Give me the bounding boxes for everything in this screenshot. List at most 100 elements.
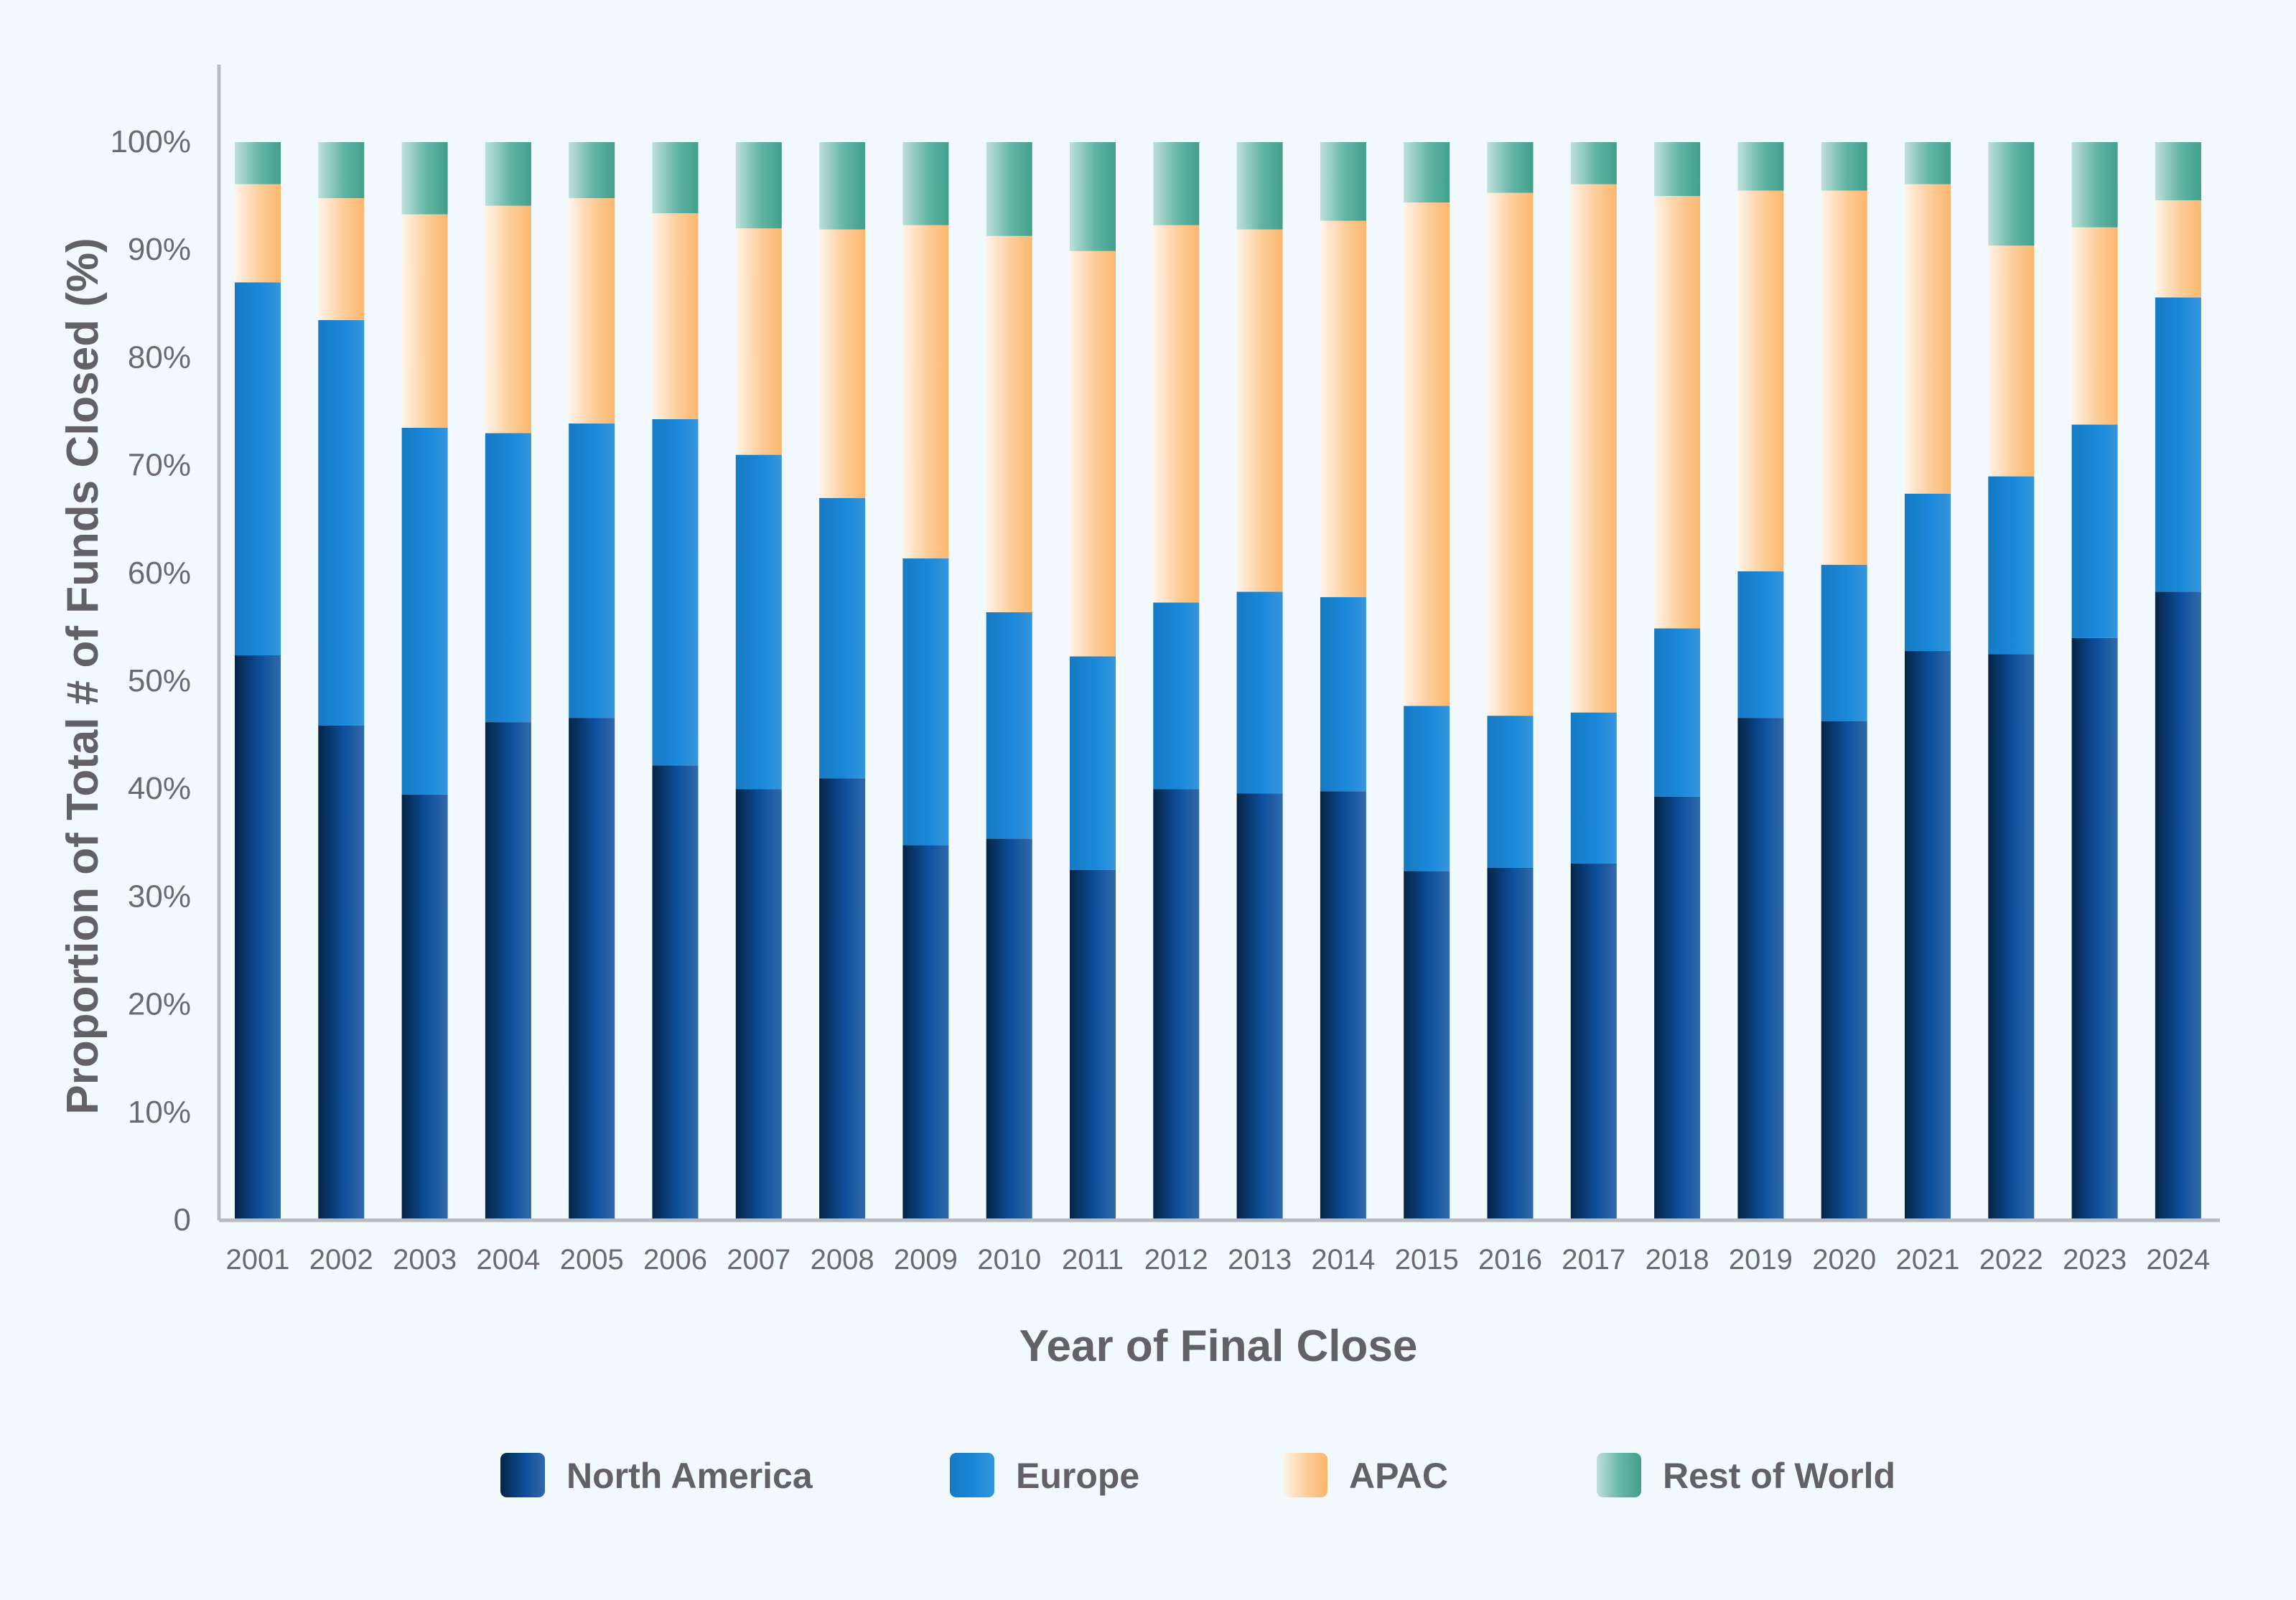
bar-segment-north-america-2017	[1570, 863, 1617, 1220]
bar-segment-rest-of-world-2003	[401, 142, 448, 215]
bar-segment-north-america-2024	[2155, 591, 2201, 1220]
x-tick-label-2005: 2005	[560, 1244, 624, 1276]
bar-segment-europe-2007	[735, 454, 782, 790]
x-tick-label-2014: 2014	[1311, 1244, 1375, 1276]
bar-segment-north-america-2012	[1153, 789, 1200, 1220]
x-tick-label-2015: 2015	[1395, 1244, 1459, 1276]
bar-segment-north-america-2009	[902, 845, 949, 1220]
bar-segment-europe-2006	[652, 419, 699, 766]
bar-segment-europe-2013	[1236, 591, 1283, 794]
bar-segment-apac-2010	[986, 235, 1032, 612]
bar-segment-rest-of-world-2020	[1821, 142, 1867, 191]
bar-segment-apac-2013	[1236, 229, 1283, 592]
bar-segment-europe-2012	[1153, 602, 1200, 790]
legend-swatch	[1283, 1453, 1327, 1497]
bar-segment-rest-of-world-2009	[902, 142, 949, 225]
y-axis-title: Proportion of Total # of Funds Closed (%…	[58, 238, 108, 1115]
bar-segment-europe-2014	[1320, 597, 1366, 792]
y-tick-label: 0	[174, 1202, 191, 1238]
y-tick-label: 80%	[128, 340, 191, 375]
y-tick-label: 70%	[128, 448, 191, 483]
y-tick-label: 20%	[128, 987, 191, 1022]
bar-segment-apac-2024	[2155, 200, 2201, 298]
bar-segment-apac-2020	[1821, 190, 1867, 565]
bar-segment-europe-2020	[1821, 564, 1867, 721]
bar-segment-apac-2022	[1988, 245, 2035, 477]
bar-segment-europe-2015	[1404, 706, 1450, 871]
bar-segment-north-america-2021	[1905, 650, 1951, 1220]
bar-segment-north-america-2003	[401, 794, 448, 1220]
x-tick-label-2016: 2016	[1478, 1244, 1542, 1276]
y-tick-label: 90%	[128, 232, 191, 267]
bar-segment-rest-of-world-2004	[485, 142, 531, 206]
legend-label: APAC	[1349, 1456, 1448, 1496]
bar-segment-apac-2011	[1070, 251, 1116, 657]
x-tick-label-2021: 2021	[1896, 1244, 1960, 1276]
y-tick-label: 60%	[128, 556, 191, 591]
bar-segment-europe-2001	[235, 282, 281, 655]
bar-segment-apac-2021	[1905, 184, 1951, 494]
bar-segment-north-america-2011	[1070, 869, 1116, 1220]
bar-segment-europe-2003	[401, 428, 448, 795]
bar-segment-rest-of-world-2008	[819, 142, 866, 230]
bar-segment-europe-2009	[902, 558, 949, 846]
legend-swatch	[500, 1453, 545, 1497]
bar-segment-north-america-2006	[652, 765, 699, 1220]
bar-segment-apac-2008	[819, 229, 866, 498]
bar-segment-apac-2017	[1570, 184, 1617, 713]
bar-segment-rest-of-world-2015	[1404, 142, 1450, 203]
bar-segment-apac-2005	[569, 198, 615, 424]
bar-segment-apac-2014	[1320, 220, 1366, 597]
bar-segment-north-america-2002	[318, 725, 365, 1220]
bar-segment-rest-of-world-2001	[235, 142, 281, 184]
bar-segment-north-america-2015	[1404, 871, 1450, 1220]
bar-segment-rest-of-world-2019	[1737, 142, 1784, 191]
bar-segment-rest-of-world-2006	[652, 142, 699, 214]
bar-segment-apac-2019	[1737, 190, 1784, 571]
x-tick-label-2022: 2022	[1979, 1244, 2043, 1276]
bar-segment-apac-2001	[235, 184, 281, 283]
legend-item-europe: Europe	[950, 1453, 1139, 1497]
x-tick-label-2020: 2020	[1812, 1244, 1876, 1276]
bar-segment-rest-of-world-2011	[1070, 142, 1116, 251]
x-tick-label-2017: 2017	[1562, 1244, 1625, 1276]
bar-segment-rest-of-world-2017	[1570, 142, 1617, 184]
bar-segment-rest-of-world-2014	[1320, 142, 1366, 221]
bar-segment-rest-of-world-2018	[1654, 142, 1701, 197]
bar-segment-apac-2009	[902, 225, 949, 558]
bar-segment-north-america-2023	[2071, 637, 2118, 1220]
x-tick-label-2008: 2008	[811, 1244, 874, 1276]
x-tick-label-2011: 2011	[1062, 1244, 1124, 1276]
legend-item-rest-of-world: Rest of World	[1597, 1453, 1895, 1497]
bar-segment-apac-2002	[318, 198, 365, 320]
bar-segment-europe-2005	[569, 424, 615, 718]
bar-segment-europe-2002	[318, 319, 365, 726]
bar-segment-rest-of-world-2010	[986, 142, 1032, 236]
bars-layer	[235, 142, 2201, 1220]
legend-label: Rest of World	[1663, 1456, 1895, 1496]
legend-swatch	[1597, 1453, 1641, 1497]
bar-segment-europe-2017	[1570, 712, 1617, 864]
legend-item-north-america: North America	[500, 1453, 813, 1497]
bar-segment-rest-of-world-2005	[569, 142, 615, 199]
legend-swatch	[950, 1453, 994, 1497]
x-axis-title: Year of Final Close	[1019, 1321, 1418, 1371]
bar-segment-apac-2015	[1404, 202, 1450, 706]
labels-layer: 2001 2002 2003 2004 2005 2006 2007 2008 2009 2010…	[58, 124, 2210, 1371]
bar-segment-rest-of-world-2016	[1487, 142, 1534, 193]
bar-segment-north-america-2010	[986, 838, 1032, 1220]
bar-segment-apac-2012	[1153, 225, 1200, 603]
bar-segment-rest-of-world-2021	[1905, 142, 1951, 184]
bar-segment-north-america-2007	[735, 789, 782, 1220]
bar-segment-north-america-2013	[1236, 793, 1283, 1220]
bar-segment-europe-2018	[1654, 628, 1701, 797]
axes-layer	[217, 65, 2220, 1222]
bar-segment-apac-2007	[735, 228, 782, 455]
bar-segment-europe-2004	[485, 433, 531, 722]
bar-segment-north-america-2004	[485, 722, 531, 1220]
bar-segment-europe-2008	[819, 497, 866, 779]
bar-segment-north-america-2008	[819, 778, 866, 1220]
bar-segment-europe-2024	[2155, 297, 2201, 592]
